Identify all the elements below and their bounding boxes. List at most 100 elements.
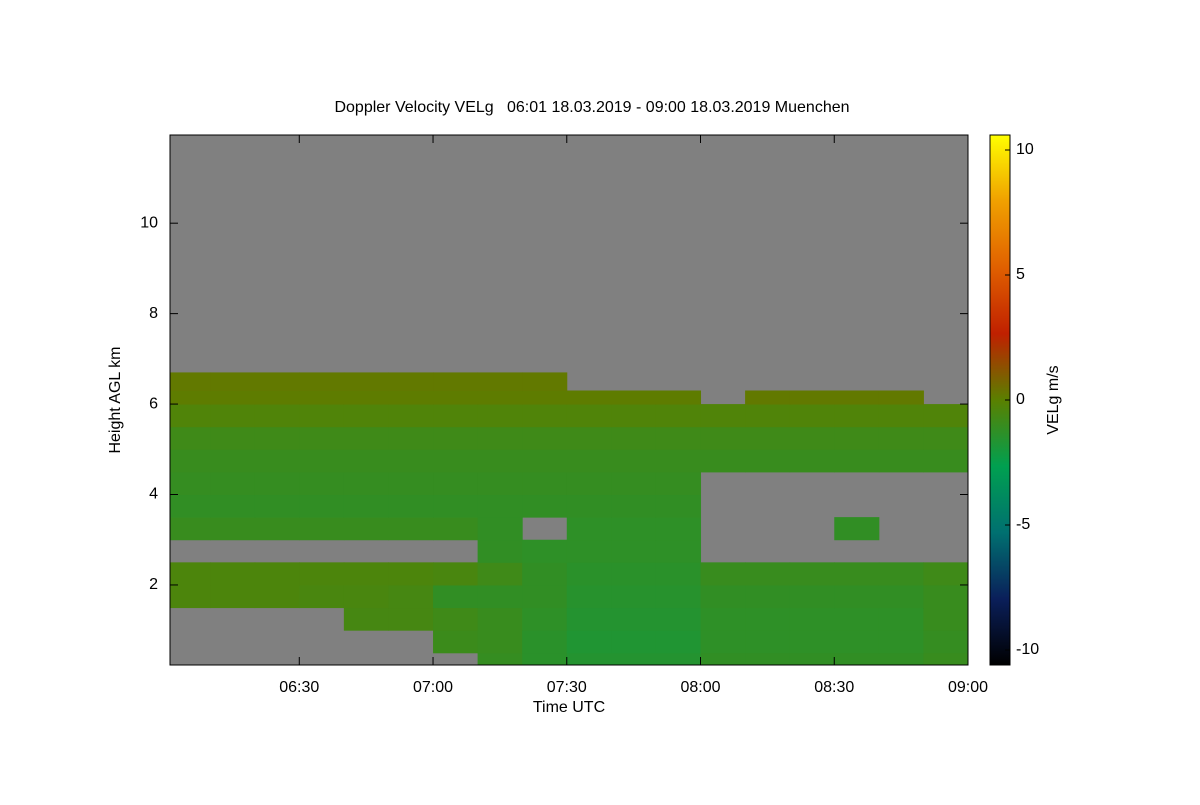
heatmap-cell — [923, 652, 969, 666]
heatmap-cell — [343, 607, 389, 631]
heatmap-cell — [477, 390, 523, 405]
heatmap-cell — [923, 607, 969, 631]
heatmap-cell — [388, 471, 434, 496]
heatmap-cell — [611, 494, 657, 518]
heatmap-cell — [745, 630, 791, 654]
colorbar-tick-label: -10 — [1016, 641, 1039, 658]
heatmap-cell — [343, 449, 389, 473]
heatmap-cell — [522, 390, 568, 405]
heatmap-cell — [878, 390, 924, 405]
heatmap-cell — [299, 426, 345, 450]
heatmap-cell — [210, 372, 256, 392]
heatmap-cell — [789, 562, 835, 586]
heatmap-cell — [388, 449, 434, 473]
heatmap-cell — [254, 426, 300, 450]
heatmap-cell — [388, 494, 434, 518]
y-tick-label: 4 — [149, 486, 158, 503]
heatmap-cell — [254, 449, 300, 473]
heatmap-cell — [522, 426, 568, 450]
colorbar-label: VELg m/s — [1045, 365, 1062, 434]
heatmap-cell — [745, 449, 791, 473]
heatmap-cell — [834, 607, 880, 631]
heatmap-cell — [700, 562, 746, 586]
chart-title: Doppler Velocity VELg 06:01 18.03.2019 -… — [334, 99, 849, 116]
heatmap-cell — [700, 607, 746, 631]
heatmap-cell — [789, 607, 835, 631]
heatmap-cell — [477, 494, 523, 518]
heatmap-cell — [477, 449, 523, 473]
heatmap-cell — [611, 390, 657, 405]
heatmap-cell — [566, 584, 612, 609]
heatmap-cell — [254, 471, 300, 496]
heatmap-cell — [655, 539, 702, 563]
heatmap-cell — [745, 426, 791, 450]
heatmap-cell — [566, 426, 612, 450]
heatmap-cell — [923, 426, 969, 450]
heatmap-cell — [522, 494, 568, 518]
heatmap-cell — [433, 607, 479, 631]
heatmap-cell — [655, 562, 702, 586]
heatmap-cell — [522, 471, 568, 496]
heatmap-cell — [343, 562, 389, 586]
heatmap-cell — [923, 404, 969, 428]
x-tick-label: 07:00 — [413, 679, 453, 696]
heatmap-cell — [611, 607, 657, 631]
heatmap-cell — [388, 390, 434, 405]
heatmap-cell — [834, 584, 880, 609]
heatmap-cell — [210, 494, 256, 518]
heatmap-cell — [477, 562, 523, 586]
heatmap-cell — [611, 426, 657, 450]
y-tick-label: 10 — [140, 214, 158, 231]
heatmap-cell — [789, 404, 835, 428]
heatmap-cell — [834, 404, 880, 428]
heatmap-cell — [834, 426, 880, 450]
heatmap-cell — [566, 404, 612, 428]
heatmap-cell — [611, 652, 657, 666]
heatmap-cell — [834, 652, 880, 666]
heatmap-cell — [388, 372, 434, 392]
heatmap-cell — [655, 426, 702, 450]
heatmap-cell — [655, 630, 702, 654]
heatmap-cell — [655, 449, 702, 473]
heatmap-cell — [566, 517, 612, 541]
x-tick-label: 08:30 — [814, 679, 854, 696]
colorbar-tick-label: 10 — [1016, 141, 1034, 158]
heatmap-cell — [299, 390, 345, 405]
heatmap-cell — [254, 404, 300, 428]
heatmap-cell — [433, 390, 479, 405]
heatmap-cell — [388, 517, 434, 541]
y-tick-label: 8 — [149, 305, 158, 322]
heatmap-cell — [210, 584, 256, 609]
heatmap-cell — [170, 372, 211, 392]
y-tick-label: 6 — [149, 395, 158, 412]
heatmap-cell — [878, 630, 924, 654]
heatmap-cell — [343, 404, 389, 428]
heatmap-cell — [210, 449, 256, 473]
heatmap-cell — [522, 652, 568, 666]
heatmap-cell — [700, 449, 746, 473]
heatmap-cell — [655, 494, 702, 518]
heatmap-cell — [170, 449, 211, 473]
heatmap-cell — [655, 607, 702, 631]
heatmap-cell — [170, 426, 211, 450]
heatmap-cell — [745, 652, 791, 666]
x-tick-label: 08:00 — [680, 679, 720, 696]
heatmap-cell — [878, 426, 924, 450]
heatmap-cell — [834, 449, 880, 473]
heatmap-cell — [611, 539, 657, 563]
heatmap-cell — [343, 517, 389, 541]
heatmap-cell — [388, 426, 434, 450]
heatmap-cell — [789, 390, 835, 405]
x-tick-label: 09:00 — [948, 679, 988, 696]
heatmap-cell — [254, 372, 300, 392]
heatmap-cell — [254, 517, 300, 541]
heatmap-cell — [700, 584, 746, 609]
heatmap-cell — [566, 494, 612, 518]
heatmap-cell — [433, 449, 479, 473]
heatmap-cell — [433, 404, 479, 428]
heatmap-cell — [566, 630, 612, 654]
heatmap-cell — [566, 652, 612, 666]
heatmap-cell — [299, 372, 345, 392]
heatmap-cell — [388, 562, 434, 586]
